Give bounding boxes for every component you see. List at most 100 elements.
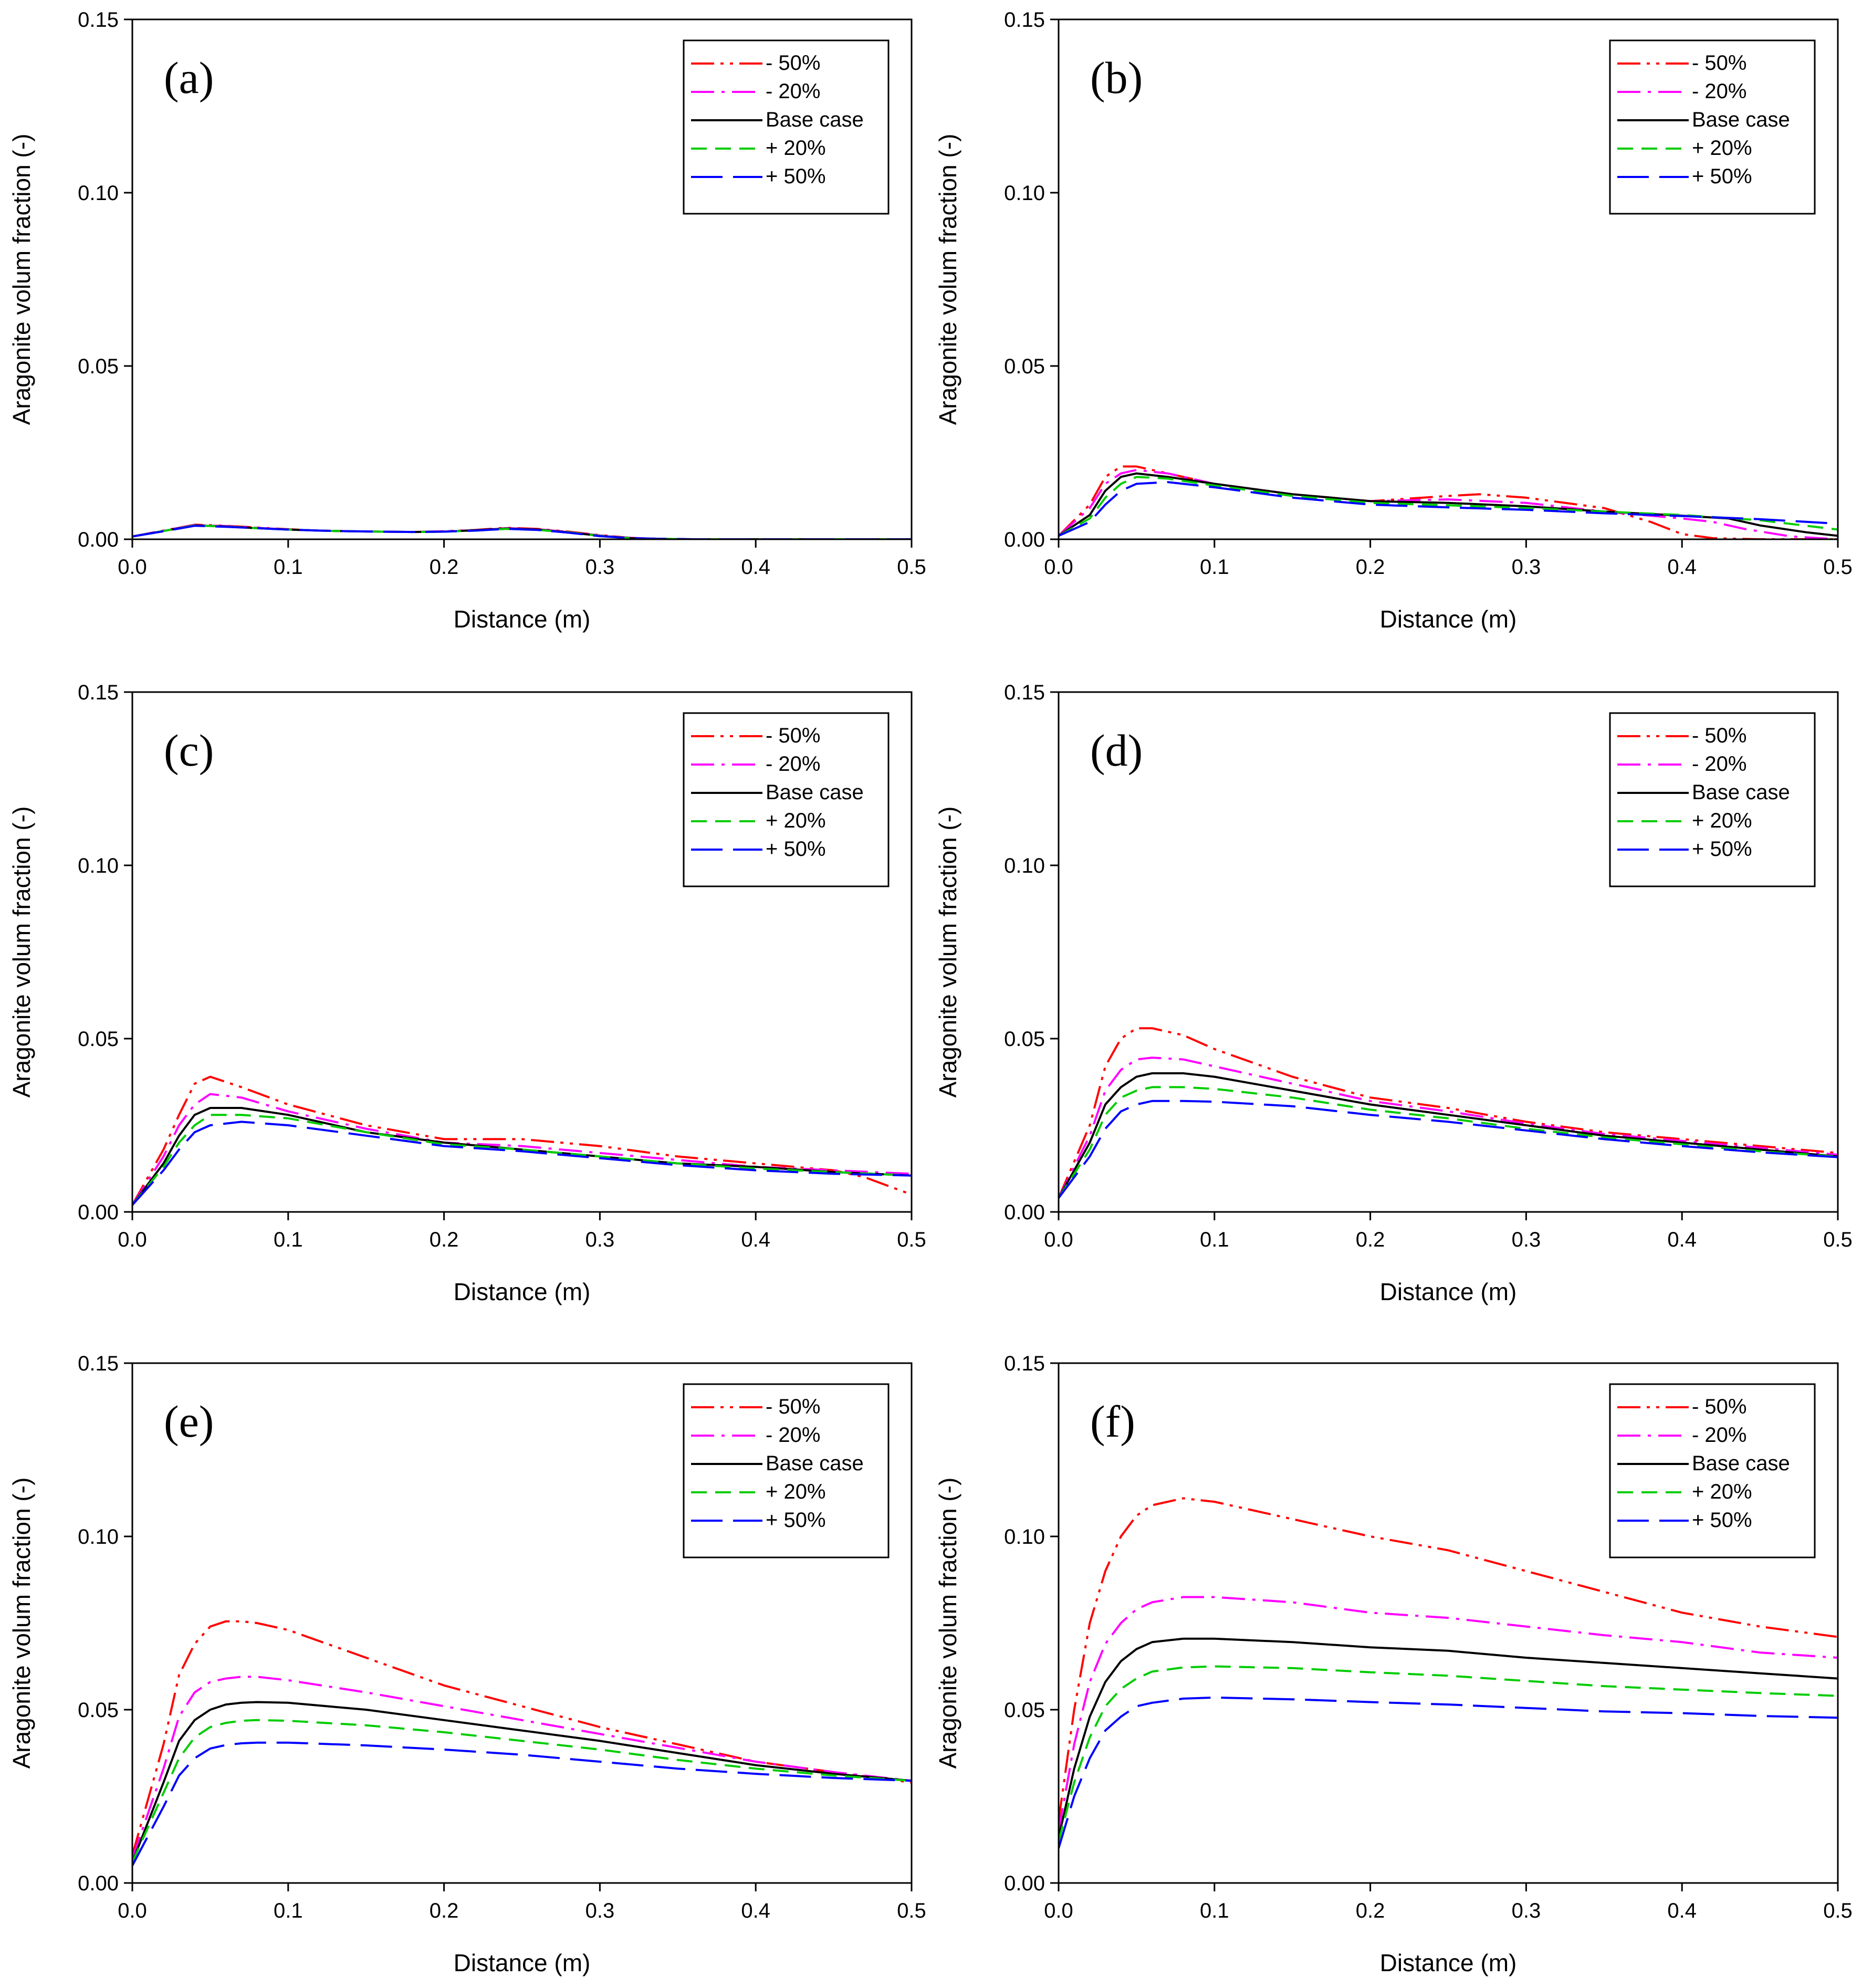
x-tick-label: 0.3 xyxy=(1512,1899,1541,1922)
x-tick-label: 0.2 xyxy=(430,556,459,579)
legend-label: - 20% xyxy=(1692,1424,1747,1447)
legend-box xyxy=(1609,1383,1816,1558)
series-line xyxy=(1059,1497,1838,1821)
x-tick-label: 0.4 xyxy=(741,556,770,579)
y-tick-label: 0.00 xyxy=(78,1872,119,1895)
x-tick-label: 0.4 xyxy=(741,1228,770,1251)
legend-label: + 20% xyxy=(766,809,826,832)
legend-label: + 50% xyxy=(1692,165,1752,188)
x-tick-label: 0.3 xyxy=(585,1899,615,1922)
x-tick-label: 0.4 xyxy=(1667,556,1697,579)
x-tick-label: 0.4 xyxy=(1667,1228,1697,1251)
series-line xyxy=(1059,465,1838,539)
legend-label: + 20% xyxy=(1692,1480,1752,1503)
legend-box xyxy=(1609,39,1816,215)
panel-label: (b) xyxy=(1090,53,1143,103)
series-line xyxy=(1059,1596,1838,1832)
y-tick-label: 0.05 xyxy=(78,1028,119,1051)
series-line xyxy=(132,1114,912,1206)
x-axis-title: Distance (m) xyxy=(454,1949,591,1976)
series-line xyxy=(1059,1696,1838,1849)
series-line xyxy=(1059,476,1838,537)
series-line xyxy=(1059,481,1838,537)
y-tick-label: 0.15 xyxy=(78,1352,119,1375)
series-group xyxy=(132,1075,912,1206)
legend: - 50% - 20% Base case + 20% + 50% xyxy=(683,712,890,887)
series-line xyxy=(132,1093,912,1206)
y-tick-label: 0.10 xyxy=(1004,182,1045,205)
legend-label: - 50% xyxy=(766,51,821,75)
y-axis-title: Aragonite volum fraction (-) xyxy=(8,807,35,1098)
series-line xyxy=(132,1620,912,1856)
series-line xyxy=(132,1075,912,1206)
series-line xyxy=(132,1676,912,1859)
legend-label: + 50% xyxy=(766,165,826,188)
chart-panel: 0.0 0.1 0.2 0.3 0.4 0.5 0.00 0.05 0.10 0.15 Distan… xyxy=(8,8,926,633)
series-line xyxy=(1059,1100,1838,1199)
series-line xyxy=(132,1741,912,1866)
y-tick-label: 0.00 xyxy=(1004,1201,1045,1224)
legend-label: - 20% xyxy=(1692,752,1747,776)
series-line xyxy=(132,1701,912,1863)
x-tick-label: 0.2 xyxy=(430,1228,459,1251)
y-tick-label: 0.10 xyxy=(78,1525,119,1548)
legend-box xyxy=(1609,712,1816,887)
y-tick-label: 0.05 xyxy=(1004,355,1045,378)
series-line xyxy=(132,1719,912,1863)
x-tick-label: 0.4 xyxy=(741,1899,770,1922)
y-tick-label: 0.05 xyxy=(78,355,119,378)
y-axis-title: Aragonite volum fraction (-) xyxy=(934,134,961,425)
chart-panel: 0.0 0.1 0.2 0.3 0.4 0.5 0.00 0.05 0.10 0.15 Distan… xyxy=(934,681,1853,1305)
y-tick-label: 0.15 xyxy=(1004,681,1045,704)
legend-label: - 50% xyxy=(1692,1395,1747,1418)
series-line xyxy=(1059,1665,1838,1842)
y-tick-label: 0.05 xyxy=(1004,1699,1045,1722)
legend-label: - 50% xyxy=(766,724,821,747)
x-tick-label: 0.3 xyxy=(1512,1228,1541,1251)
series-line xyxy=(1059,1637,1838,1838)
y-tick-label: 0.15 xyxy=(78,681,119,704)
y-tick-label: 0.15 xyxy=(1004,1352,1045,1375)
legend-label: Base case xyxy=(766,781,864,804)
y-tick-label: 0.10 xyxy=(1004,1525,1045,1548)
x-tick-label: 0.1 xyxy=(1200,1899,1229,1922)
panel-label: (e) xyxy=(164,1396,214,1447)
x-tick-label: 0.5 xyxy=(897,1228,926,1251)
legend: - 50% - 20% Base case + 20% + 50% xyxy=(1609,712,1816,887)
x-tick-label: 0.2 xyxy=(1356,1228,1385,1251)
legend-label: + 50% xyxy=(1692,838,1752,861)
x-tick-label: 0.3 xyxy=(585,1228,615,1251)
x-tick-label: 0.3 xyxy=(1512,556,1541,579)
panel-label: (f) xyxy=(1090,1396,1135,1447)
legend-label: Base case xyxy=(1692,781,1790,804)
chart-panel: 0.0 0.1 0.2 0.3 0.4 0.5 0.00 0.05 0.10 0.15 Distan… xyxy=(8,1352,926,1976)
legend-label: - 20% xyxy=(766,80,821,103)
legend-box xyxy=(683,712,890,887)
legend-label: - 50% xyxy=(1692,51,1747,75)
y-tick-label: 0.10 xyxy=(78,854,119,877)
legend: - 50% - 20% Base case + 20% + 50% xyxy=(1609,39,1816,215)
x-tick-label: 0.0 xyxy=(1044,1228,1073,1251)
legend-label: + 20% xyxy=(766,137,826,160)
series-line xyxy=(1059,1086,1838,1199)
y-axis-title: Aragonite volum fraction (-) xyxy=(8,134,35,425)
legend-label: Base case xyxy=(766,108,864,131)
series-line xyxy=(1059,1027,1838,1199)
x-tick-label: 0.1 xyxy=(1200,556,1229,579)
y-tick-label: 0.00 xyxy=(78,528,119,551)
x-tick-label: 0.1 xyxy=(274,1228,303,1251)
panel-label: (d) xyxy=(1090,725,1143,776)
x-tick-label: 0.0 xyxy=(1044,1899,1073,1922)
y-tick-label: 0.05 xyxy=(1004,1028,1045,1051)
x-axis-title: Distance (m) xyxy=(454,605,591,633)
x-tick-label: 0.2 xyxy=(1356,556,1385,579)
legend-label: + 20% xyxy=(1692,809,1752,832)
legend-label: Base case xyxy=(1692,108,1790,131)
x-tick-label: 0.0 xyxy=(118,556,147,579)
y-axis-title: Aragonite volum fraction (-) xyxy=(8,1478,35,1769)
legend-label: + 20% xyxy=(1692,137,1752,160)
series-line xyxy=(1059,472,1838,537)
series-group xyxy=(132,524,912,539)
legend-label: Base case xyxy=(1692,1452,1790,1475)
